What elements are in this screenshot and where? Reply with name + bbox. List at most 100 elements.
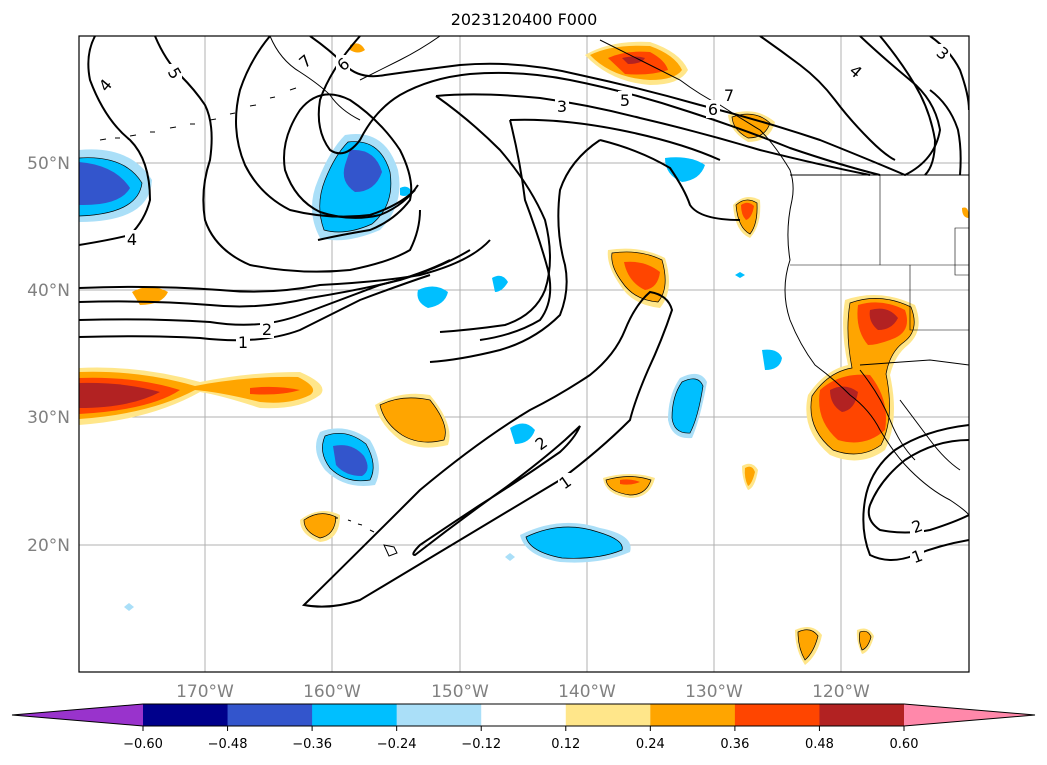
contour-label: 7: [724, 86, 734, 105]
colorbar-boxes: [11, 703, 1036, 727]
lon-label-140w: 140°W: [558, 682, 616, 702]
pos-blob-mid-40-red: [624, 261, 660, 290]
coast-hawaii: [335, 517, 398, 557]
colorbar: −0.60 −0.48 −0.36 −0.24 −0.12 0.12 0.24 0.36 0.4…: [11, 703, 1036, 752]
colorbar-swatch: [396, 704, 482, 726]
lat-label-30: 30°N: [27, 408, 70, 428]
pos-blob-wa-red: [741, 202, 754, 220]
pos-blob-baja-dark: [869, 308, 898, 330]
pos-blob-bc-core: [732, 114, 770, 138]
contour-label: 6: [708, 100, 718, 119]
pos-blob-trop-red: [620, 479, 640, 485]
lon-label-120w: 120°W: [812, 682, 870, 702]
colorbar-tick-label: −0.60: [123, 737, 163, 752]
colorbar-tick-label: −0.12: [461, 737, 501, 752]
neg-blob-far-west-dark: [79, 162, 130, 206]
colorbar-ticks: −0.60 −0.48 −0.36 −0.24 −0.12 0.12 0.24 0.36 0.4…: [123, 726, 918, 752]
contour-label: 1: [238, 333, 248, 352]
colorbar-swatch: [227, 704, 313, 726]
contours: [79, 36, 969, 608]
pos-blob-w-30-dark: [79, 382, 160, 408]
map-frame: [78, 35, 970, 673]
pos-blob-mexico-1-core: [744, 466, 755, 486]
contour-label: 3: [557, 97, 567, 116]
colorbar-extend-max: [904, 704, 1035, 726]
shade-outlines: [79, 113, 915, 661]
shaded-anomalies: [79, 41, 969, 665]
contour-gulf-1: [309, 36, 942, 177]
pos-blob-hawaii-w-core: [304, 513, 336, 538]
lat-label-40: 40°N: [27, 281, 70, 301]
contour-1-west: [79, 274, 431, 342]
border-states: [790, 175, 969, 331]
pos-blob-east-edge: [962, 207, 969, 218]
colorbar-tick-label: 0.48: [805, 737, 834, 752]
pos-blob-baja-dark2: [830, 386, 858, 412]
longitude-labels: 170°W 160°W 150°W 140°W 130°W 120°W: [176, 682, 870, 702]
colorbar-tick-label: −0.24: [377, 737, 417, 752]
pos-blob-mexico-2-core: [798, 629, 818, 660]
pos-blob-trop-orange-core: [606, 476, 651, 495]
contour-ridge-2: [412, 425, 581, 557]
contour-4-west: [79, 239, 491, 293]
colorbar-extend-min: [12, 704, 143, 726]
neg-blob-hawaii-n: [510, 423, 535, 444]
colorbar-swatch: [143, 704, 229, 726]
map-area: 4 5 7 6 3 5 7 6 4 3 4 2 1 2: [79, 36, 969, 672]
neg-blob-sub-tropic-core: [526, 527, 623, 559]
contour-2-se: [867, 439, 969, 534]
contour-label: 5: [620, 91, 630, 110]
pos-blob-alaska-dark: [622, 56, 645, 64]
coast-aleutians: [99, 87, 297, 141]
pos-blob-w-30-red2: [250, 386, 300, 395]
lon-label-160w: 160°W: [303, 682, 361, 702]
contour-label-bg-1: [98, 76, 112, 94]
colorbar-swatch: [650, 704, 736, 726]
coast-baja: [859, 369, 961, 471]
contour-3-gulf: [317, 36, 881, 176]
neg-dot-2: [124, 603, 134, 611]
pos-blob-w-40: [132, 287, 168, 305]
colorbar-swatch: [565, 704, 651, 726]
colorbar-tick-label: 0.24: [636, 737, 665, 752]
coast-na-west: [784, 199, 969, 516]
lon-label-170w: 170°W: [176, 682, 234, 702]
lon-label-130w: 130°W: [685, 682, 743, 702]
neg-blob-48n: [400, 186, 412, 196]
contour-label: 2: [262, 320, 272, 339]
neg-dot-1: [735, 272, 745, 278]
contour-5-nw: [154, 36, 421, 273]
pos-blob-mexico-3-core: [859, 631, 871, 650]
neg-blob-mid: [417, 286, 448, 308]
colorbar-swatch: [734, 704, 820, 726]
contour-4-east: [759, 36, 937, 176]
colorbar-tick-label: 0.60: [890, 737, 919, 752]
colorbar-tick-label: −0.36: [292, 737, 332, 752]
lat-label-20: 20°N: [27, 536, 70, 556]
contour-label: 4: [127, 230, 137, 249]
coastlines: [99, 36, 969, 557]
colorbar-tick-label: 0.12: [551, 737, 580, 752]
neg-blob-gulf-low-dark: [343, 149, 382, 192]
neg-blob-small-1: [492, 275, 508, 292]
pos-blob-aleut: [350, 43, 365, 53]
contour-1-mid: [429, 139, 741, 363]
contour-labels: 4 5 7 6 3 5 7 6 4 3 4 2 1 2: [95, 43, 953, 567]
pos-blob-alaska-red: [608, 51, 668, 75]
lat-label-50: 50°N: [27, 154, 70, 174]
colorbar-tick-label: −0.48: [208, 737, 248, 752]
contour-low-mid: [235, 36, 416, 218]
map-title: 2023120400 F000: [451, 10, 598, 29]
neg-dot-3: [505, 553, 515, 561]
contour-ridge-1: [301, 290, 674, 608]
neg-blob-bc-coast: [762, 349, 782, 370]
border-us-mexico: [859, 359, 969, 366]
contour-3-mid: [435, 93, 871, 333]
colorbar-tick-label: 0.36: [720, 737, 749, 752]
latitude-labels: 50°N 40°N 30°N 20°N: [27, 154, 70, 556]
neg-blob-west-30-dark: [333, 445, 368, 476]
lon-label-150w: 150°W: [431, 682, 489, 702]
contour-2-mid: [479, 118, 721, 341]
colorbar-swatch: [481, 704, 567, 726]
pos-blob-mid-30-orange: [380, 397, 446, 443]
